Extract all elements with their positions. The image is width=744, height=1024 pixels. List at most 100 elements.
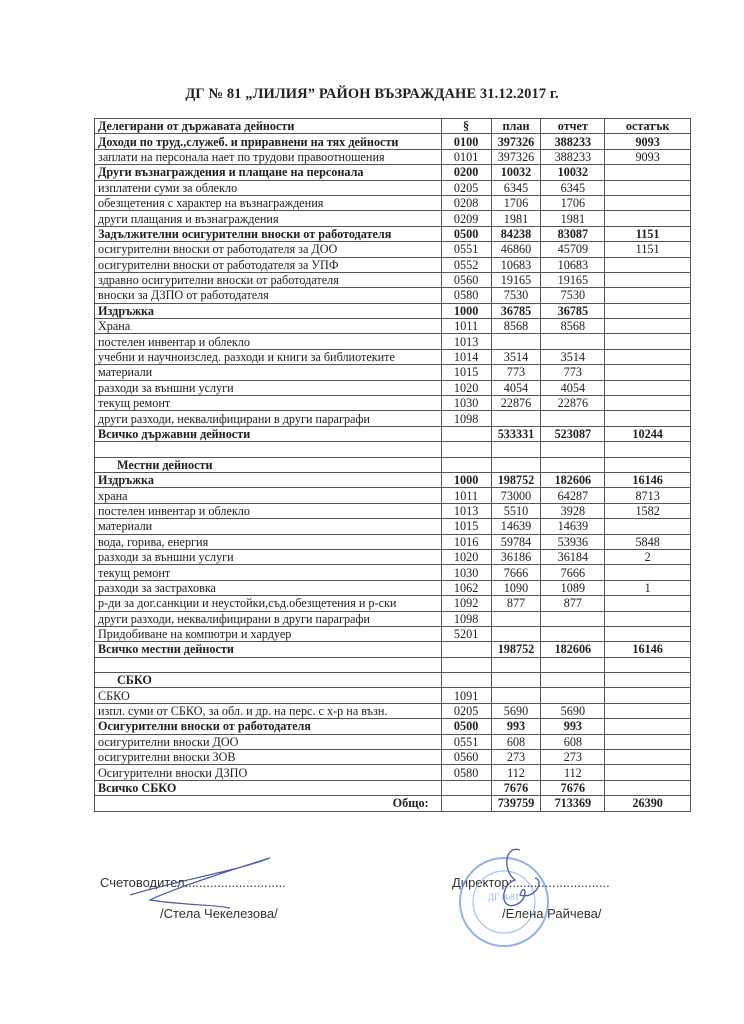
director-label: Директор:........................... (452, 875, 610, 890)
row-label: осигурителни вноски от работодателя за Д… (94, 241, 442, 258)
row-paragraph: 0500 (440, 718, 492, 735)
row-report: 64287 (540, 487, 606, 504)
row-paragraph: 1020 (440, 548, 492, 566)
row-report: 10032 (540, 164, 606, 181)
row-remainder (604, 379, 691, 397)
table-row: здравно осигурителни вноски от работодат… (94, 271, 691, 289)
row-label: материали (94, 364, 442, 381)
stamp: ДГ №81 (459, 857, 549, 947)
row-plan: 36186 (490, 548, 542, 566)
row-remainder: 1151 (604, 241, 691, 258)
row-label: Всичко местни дейности (94, 641, 442, 658)
row-label: други разходи, неквалифицирани в други п… (94, 610, 442, 627)
table-row: други разходи, неквалифицирани в други п… (94, 610, 691, 627)
row-label (94, 441, 442, 458)
total-plan: 739759 (490, 795, 542, 812)
table-row: Всичко местни дейности 198752 182606 16146 (94, 641, 691, 658)
accountant-name: /Стела Чекелезова/ (160, 906, 278, 921)
table-row: материали 1015 773 773 (94, 364, 691, 381)
row-plan: 73000 (490, 487, 542, 504)
table-row: други разходи, неквалифицирани в други п… (94, 410, 691, 427)
row-paragraph: 0101 (440, 148, 492, 166)
row-remainder (604, 318, 691, 335)
row-label: здравно осигурителни вноски от работодат… (94, 271, 442, 289)
row-plan: 36785 (490, 302, 542, 320)
row-plan: 8568 (490, 318, 542, 335)
table-row (94, 656, 691, 674)
table-row: изплатени суми за облекло 0205 6345 6345 (94, 179, 691, 196)
row-plan (490, 410, 542, 427)
row-report: 8568 (540, 318, 606, 335)
row-paragraph: 1015 (440, 518, 492, 535)
column-header-report: отчет (540, 117, 606, 135)
total-remainder: 26390 (604, 795, 691, 812)
row-paragraph: 1016 (440, 533, 492, 550)
row-plan: 5510 (490, 502, 542, 520)
row-label: осигурителни вноски ДОО (94, 733, 442, 751)
table-row: разходи за външни услуги 1020 4054 4054 (94, 379, 691, 397)
row-plan: 397326 (490, 148, 542, 166)
table-row: осигурителни вноски от работодателя за У… (94, 256, 691, 273)
row-plan: 10032 (490, 164, 542, 181)
column-header-plan: план (490, 117, 542, 135)
row-paragraph: 0560 (440, 271, 492, 289)
row-label: други плащания и възнаграждения (94, 210, 442, 227)
row-remainder (604, 302, 691, 320)
row-report (540, 441, 606, 458)
row-remainder (604, 256, 691, 273)
row-label: постелен инвентар и облекло (94, 333, 442, 350)
row-label: други разходи, неквалифицирани в други п… (94, 410, 442, 427)
total-row: Общо: 739759 713369 26390 (94, 795, 691, 812)
row-paragraph: 1020 (440, 379, 492, 397)
total-label: Общо: (94, 795, 442, 812)
row-report: 19165 (540, 271, 606, 289)
row-plan: 1706 (490, 194, 542, 212)
row-label: Храна (94, 318, 442, 335)
row-paragraph: 1000 (440, 302, 492, 320)
row-report: 182606 (540, 641, 606, 658)
row-remainder (604, 348, 691, 366)
table-row: постелен инвентар и облекло 1013 5510 3928 1… (94, 502, 691, 520)
table-row: постелен инвентар и облекло 1013 (94, 333, 691, 350)
row-report: 3514 (540, 348, 606, 366)
row-remainder: 8713 (604, 487, 691, 504)
row-report: 773 (540, 364, 606, 381)
row-report: 4054 (540, 379, 606, 397)
row-label: осигурителни вноски от работодателя за У… (94, 256, 442, 273)
table-row: Издръжка 1000 36785 36785 (94, 302, 691, 320)
table-row: Всичко държавни дейности 533331 523087 1024… (94, 425, 691, 443)
row-remainder (604, 456, 691, 473)
table-header-row: Делегирани от държавата дейности § план … (94, 117, 691, 135)
row-plan: 84238 (490, 225, 542, 243)
row-paragraph: 1013 (440, 333, 492, 350)
table-row: материали 1015 14639 14639 (94, 518, 691, 535)
row-report (540, 410, 606, 427)
row-label: Издръжка (94, 302, 442, 320)
row-label: Осигурителни вноски от работодателя (94, 718, 442, 735)
table-row: Други възнаграждения и плащане на персон… (94, 164, 691, 181)
row-remainder: 16146 (604, 471, 691, 489)
row-plan: 22876 (490, 395, 542, 412)
row-report: 5690 (540, 702, 606, 720)
row-report: 83087 (540, 225, 606, 243)
row-report: 182606 (540, 471, 606, 489)
row-plan: 273 (490, 749, 542, 766)
table-row: Храна 1011 8568 8568 (94, 318, 691, 335)
row-label: учебни и научноизслед. разходи и книги з… (94, 348, 442, 366)
row-remainder (604, 271, 691, 289)
row-label: постелен инвентар и облекло (94, 502, 442, 520)
row-plan: 7676 (490, 779, 542, 797)
row-paragraph: 1015 (440, 364, 492, 381)
row-report (540, 456, 606, 473)
row-plan: 1981 (490, 210, 542, 227)
row-plan: 112 (490, 764, 542, 781)
row-plan (490, 333, 542, 350)
row-plan: 10683 (490, 256, 542, 273)
table-row: учебни и научноизслед. разходи и книги з… (94, 348, 691, 366)
table-row: храна 1011 73000 64287 8713 (94, 487, 691, 504)
row-remainder (604, 287, 691, 304)
row-remainder (604, 410, 691, 427)
row-plan (490, 441, 542, 458)
row-plan (490, 456, 542, 473)
row-label: Осигурителни вноски ДЗПО (94, 764, 442, 781)
